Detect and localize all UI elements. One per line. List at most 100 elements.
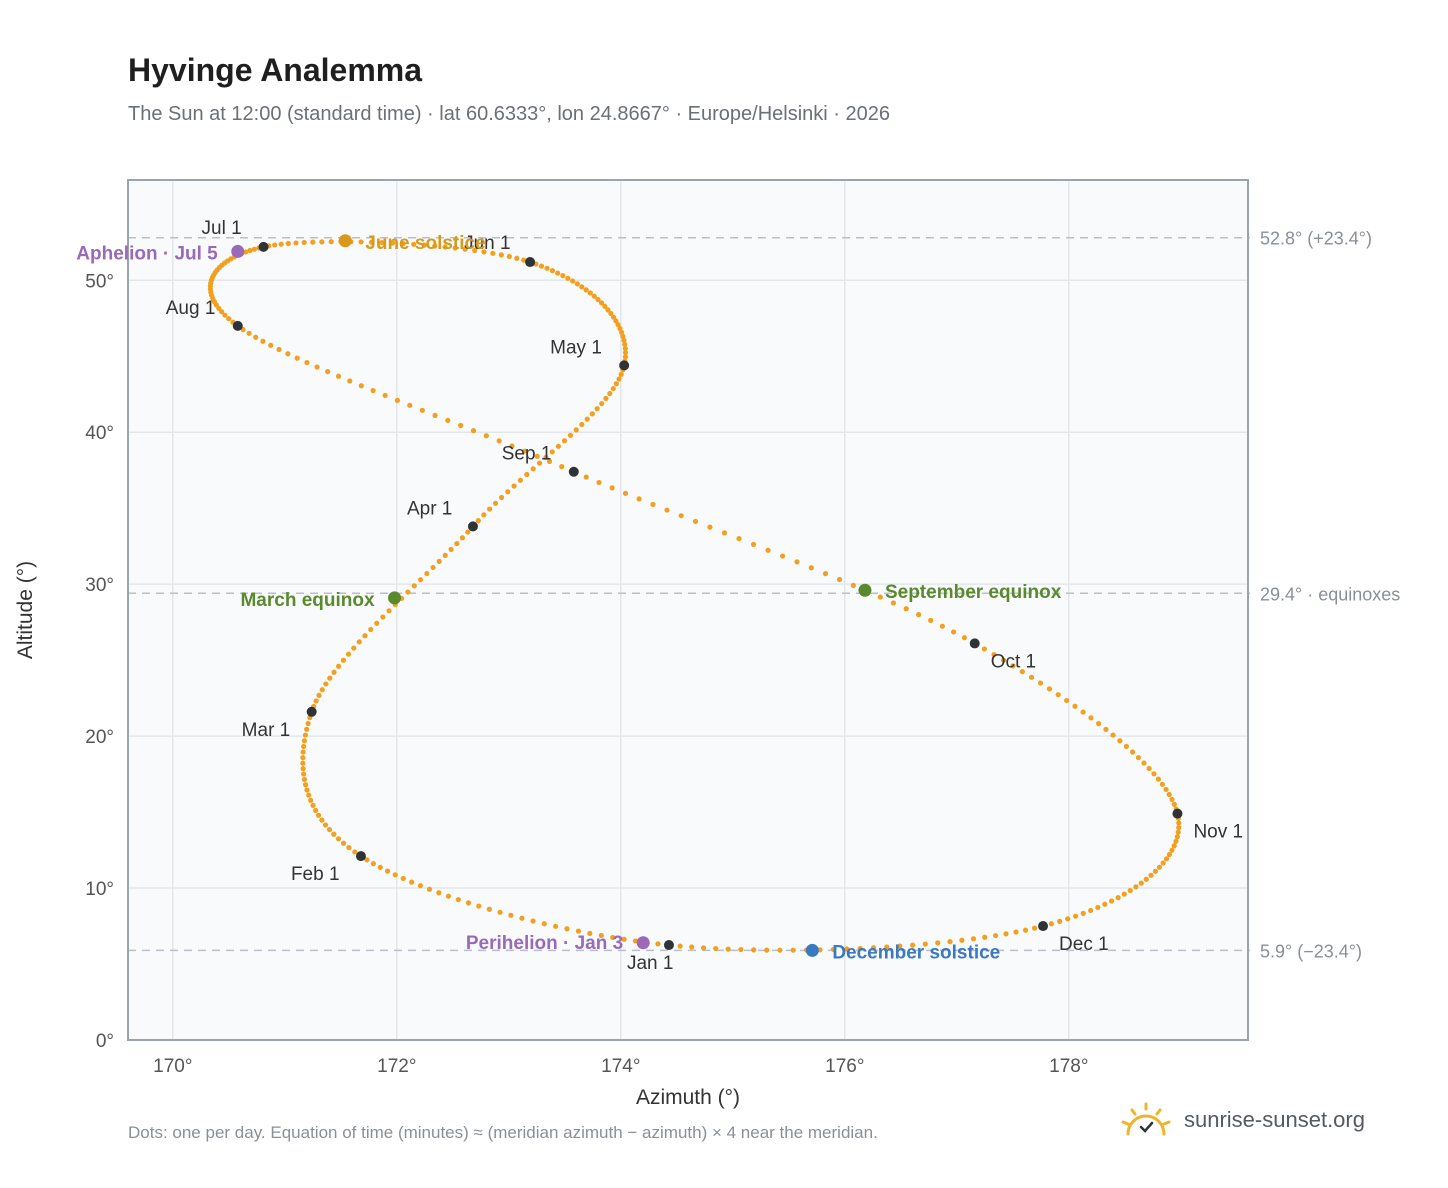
daily-dot xyxy=(304,787,310,793)
daily-dot xyxy=(374,620,380,626)
daily-dot xyxy=(384,868,391,874)
daily-dot xyxy=(678,513,684,519)
daily-dot xyxy=(319,817,325,823)
daily-dot xyxy=(452,245,458,251)
daily-dot xyxy=(517,477,523,483)
daily-dot xyxy=(677,943,683,949)
daily-dot xyxy=(417,577,424,583)
daily-dot xyxy=(1143,876,1149,882)
daily-dot xyxy=(421,242,427,248)
daily-dot xyxy=(514,255,520,261)
daily-dot xyxy=(370,861,376,867)
daily-dot xyxy=(1010,663,1016,669)
daily-dot xyxy=(830,946,836,953)
daily-dot xyxy=(313,807,319,813)
daily-dot xyxy=(358,239,364,245)
brand-name: sunrise-sunset.org xyxy=(1184,1107,1365,1132)
daily-dot xyxy=(268,342,274,348)
daily-dot xyxy=(386,608,392,614)
daily-dot xyxy=(304,726,310,732)
daily-dot xyxy=(310,802,316,808)
daily-dot xyxy=(1057,918,1063,924)
daily-dot xyxy=(411,583,417,589)
daily-dot xyxy=(884,944,890,950)
daily-dot xyxy=(481,249,487,255)
daily-dot xyxy=(617,325,623,332)
footnote: Dots: one per day. Equation of time (min… xyxy=(128,1123,878,1142)
daily-dot xyxy=(1152,868,1159,874)
daily-dot xyxy=(991,651,997,658)
event-marker xyxy=(231,244,245,258)
daily-dot xyxy=(301,771,307,777)
daily-dot xyxy=(1037,680,1044,686)
daily-dot xyxy=(844,946,850,952)
daily-dot xyxy=(442,552,448,558)
daily-dot xyxy=(458,422,464,429)
brand[interactable]: sunrise-sunset.org xyxy=(1120,1100,1365,1140)
daily-dot xyxy=(1166,791,1172,798)
daily-dot xyxy=(436,558,442,564)
daily-dot xyxy=(486,506,493,512)
daily-dot xyxy=(579,421,585,428)
daily-dot xyxy=(564,926,570,932)
daily-dot xyxy=(1088,715,1094,721)
daily-dot xyxy=(857,945,863,952)
daily-dot xyxy=(622,341,628,348)
daily-dot xyxy=(219,309,225,315)
daily-dot xyxy=(426,886,433,892)
daily-dot xyxy=(335,373,342,379)
daily-dot xyxy=(524,471,530,478)
daily-dot xyxy=(603,395,609,402)
daily-dot xyxy=(519,915,525,921)
daily-dot xyxy=(319,687,325,693)
daily-dot xyxy=(608,310,614,317)
daily-dot xyxy=(961,635,968,641)
daily-dot xyxy=(305,720,311,727)
daily-dot xyxy=(922,941,928,947)
daily-dot xyxy=(323,681,329,687)
daily-dot xyxy=(890,600,897,606)
daily-dot xyxy=(356,639,362,645)
daily-dot xyxy=(310,239,316,245)
daily-dot xyxy=(1175,829,1181,835)
daily-dot xyxy=(411,241,417,247)
daily-dot xyxy=(935,940,941,946)
daily-dot xyxy=(465,529,471,535)
daily-dot xyxy=(364,857,370,863)
daily-dot xyxy=(1080,910,1086,916)
daily-dot xyxy=(260,338,266,344)
daily-dot xyxy=(379,239,385,246)
daily-dot xyxy=(476,903,482,909)
event-label: June solstice xyxy=(365,233,485,254)
daily-dot xyxy=(246,330,252,336)
daily-dot xyxy=(584,416,590,422)
daily-dot xyxy=(1013,929,1019,935)
daily-dot xyxy=(380,614,386,620)
daily-dot xyxy=(521,257,527,263)
month-marker xyxy=(969,638,980,649)
daily-dot xyxy=(1065,916,1071,922)
daily-dot xyxy=(546,458,553,465)
daily-dot xyxy=(389,240,396,246)
daily-dot xyxy=(347,378,353,384)
daily-dot xyxy=(707,524,713,530)
daily-dot xyxy=(610,385,616,392)
daily-dot xyxy=(481,512,487,518)
y-tick-label: 20° xyxy=(85,727,114,748)
daily-dot xyxy=(472,247,478,254)
daily-dot xyxy=(300,760,306,766)
event-label: December solstice xyxy=(832,942,1000,963)
month-label: May 1 xyxy=(550,337,602,358)
daily-dot xyxy=(928,617,934,624)
y-axis-title: Altitude (°) xyxy=(14,561,37,659)
daily-dot xyxy=(613,318,619,324)
daily-dot xyxy=(1088,907,1094,914)
daily-dot xyxy=(692,518,699,524)
daily-dot xyxy=(253,334,259,340)
daily-dot xyxy=(959,937,965,943)
daily-dot xyxy=(293,240,299,246)
daily-dot xyxy=(621,337,627,344)
daily-dot xyxy=(594,406,600,412)
daily-dot xyxy=(247,247,253,254)
daily-dot xyxy=(506,253,512,260)
